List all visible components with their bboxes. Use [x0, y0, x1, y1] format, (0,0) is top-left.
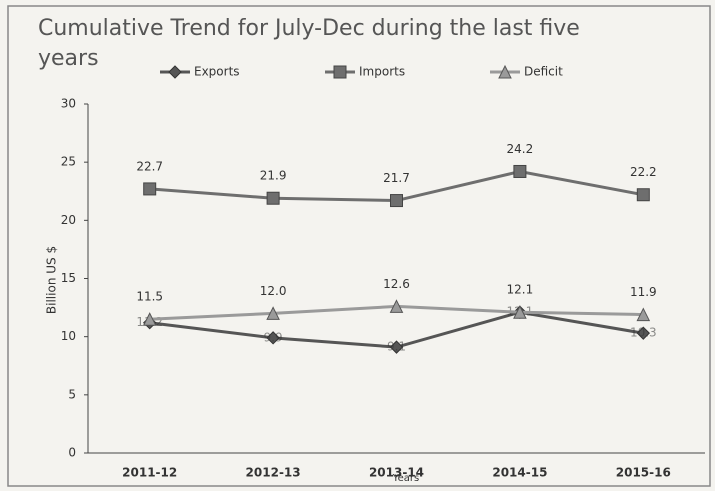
legend-label: Deficit [524, 65, 563, 79]
marker [266, 191, 280, 205]
y-tick-label: 15 [61, 271, 76, 285]
marker [266, 306, 280, 320]
data-label: 24.2 [507, 142, 534, 156]
data-label: 12.1 [507, 283, 534, 297]
data-label: 21.9 [260, 169, 287, 183]
marker [266, 331, 280, 345]
x-axis-label: Years [392, 473, 419, 484]
marker [389, 340, 404, 354]
data-label: 10.3 [630, 326, 657, 340]
x-tick-label: 2012-13 [246, 466, 301, 480]
data-label: 21.7 [383, 171, 410, 185]
data-label: 11.5 [136, 290, 163, 304]
x-tick-label: 2011-12 [122, 466, 177, 480]
marker [333, 65, 347, 79]
marker [636, 326, 651, 340]
legend-label: Imports [359, 65, 405, 79]
marker [636, 188, 650, 202]
x-tick-label: 2014-15 [492, 466, 547, 480]
y-tick-label: 30 [61, 97, 76, 111]
marker [142, 312, 157, 326]
y-tick-label: 20 [61, 213, 76, 227]
marker [513, 305, 527, 319]
x-tick-label: 2015-16 [616, 466, 671, 480]
legend-label: Exports [194, 65, 240, 79]
y-axis-label: Billion US $ [45, 246, 59, 314]
x-tick-label: 2013-14 [369, 466, 424, 480]
data-label: 9.9 [264, 330, 283, 344]
y-tick-label: 10 [61, 329, 76, 343]
marker [390, 194, 403, 208]
marker [498, 64, 512, 79]
y-tick-label: 5 [68, 387, 76, 401]
data-label: 12.0 [260, 284, 287, 298]
data-label: 22.2 [630, 165, 657, 179]
data-label: 22.7 [136, 159, 163, 173]
data-label: 12.6 [383, 277, 410, 291]
marker [143, 182, 157, 196]
y-tick-label: 25 [61, 155, 76, 169]
marker [168, 65, 182, 79]
chart-frame [7, 5, 711, 487]
y-tick-label: 0 [68, 446, 76, 460]
marker [636, 307, 651, 322]
marker [389, 299, 404, 313]
marker [513, 164, 527, 178]
data-label: 11.9 [630, 285, 657, 299]
chart-title: Cumulative Trend for July-Dec during the… [38, 16, 580, 71]
data-label: 9.1 [387, 340, 406, 354]
